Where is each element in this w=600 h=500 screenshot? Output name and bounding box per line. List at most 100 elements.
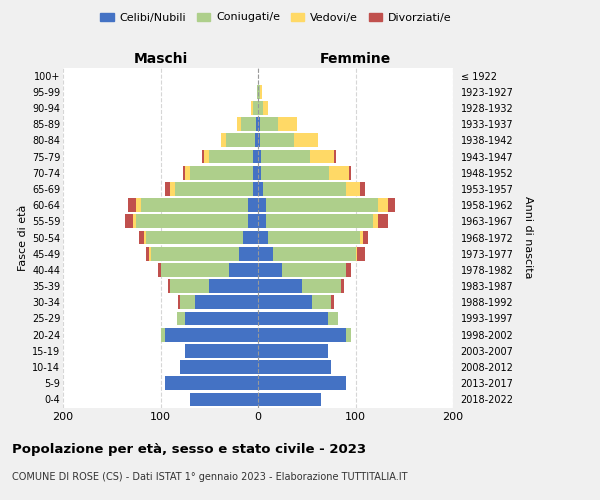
- Bar: [209, 150, 253, 164]
- Bar: [166, 182, 170, 196]
- Bar: [263, 101, 268, 115]
- Bar: [258, 263, 283, 277]
- Bar: [161, 328, 166, 342]
- Bar: [258, 230, 268, 244]
- Bar: [244, 230, 258, 244]
- Bar: [149, 247, 151, 260]
- Bar: [388, 198, 395, 212]
- Bar: [190, 166, 253, 179]
- Bar: [268, 230, 361, 244]
- Bar: [175, 182, 253, 196]
- Bar: [190, 392, 258, 406]
- Bar: [355, 247, 358, 260]
- Bar: [125, 214, 133, 228]
- Bar: [258, 166, 261, 179]
- Bar: [258, 182, 263, 196]
- Bar: [194, 296, 258, 309]
- Bar: [185, 312, 258, 326]
- Bar: [253, 182, 258, 196]
- Bar: [361, 230, 364, 244]
- Bar: [180, 360, 258, 374]
- Bar: [334, 150, 336, 164]
- Bar: [373, 214, 378, 228]
- Bar: [166, 376, 258, 390]
- Bar: [258, 101, 263, 115]
- Bar: [258, 247, 272, 260]
- Text: Femmine: Femmine: [320, 52, 391, 66]
- Bar: [358, 247, 365, 260]
- Bar: [158, 263, 161, 277]
- Bar: [258, 296, 311, 309]
- Bar: [260, 118, 277, 131]
- Bar: [361, 182, 365, 196]
- Bar: [378, 198, 388, 212]
- Bar: [266, 214, 373, 228]
- Bar: [185, 344, 258, 358]
- Bar: [161, 263, 229, 277]
- Bar: [257, 85, 258, 98]
- Text: Maschi: Maschi: [133, 52, 188, 66]
- Y-axis label: Anni di nascita: Anni di nascita: [523, 196, 533, 279]
- Bar: [294, 134, 319, 147]
- Bar: [364, 230, 368, 244]
- Bar: [261, 150, 310, 164]
- Bar: [136, 214, 248, 228]
- Bar: [221, 134, 226, 147]
- Bar: [248, 214, 258, 228]
- Bar: [283, 263, 346, 277]
- Bar: [248, 198, 258, 212]
- Bar: [258, 279, 302, 293]
- Bar: [341, 279, 344, 293]
- Bar: [253, 150, 258, 164]
- Bar: [170, 182, 175, 196]
- Bar: [311, 296, 331, 309]
- Bar: [202, 150, 205, 164]
- Bar: [178, 296, 180, 309]
- Bar: [263, 182, 346, 196]
- Bar: [139, 230, 144, 244]
- Bar: [310, 150, 334, 164]
- Bar: [177, 312, 185, 326]
- Bar: [256, 118, 258, 131]
- Bar: [272, 247, 355, 260]
- Bar: [166, 328, 258, 342]
- Bar: [261, 166, 329, 179]
- Bar: [258, 392, 322, 406]
- Bar: [302, 279, 341, 293]
- Bar: [255, 134, 258, 147]
- Bar: [253, 101, 258, 115]
- Bar: [329, 166, 349, 179]
- Bar: [258, 344, 328, 358]
- Bar: [258, 214, 266, 228]
- Bar: [183, 166, 185, 179]
- Bar: [258, 198, 266, 212]
- Bar: [133, 214, 136, 228]
- Bar: [258, 134, 260, 147]
- Bar: [258, 150, 261, 164]
- Bar: [146, 230, 244, 244]
- Bar: [239, 247, 258, 260]
- Bar: [331, 296, 334, 309]
- Bar: [258, 118, 260, 131]
- Bar: [328, 312, 338, 326]
- Bar: [180, 296, 194, 309]
- Text: COMUNE DI ROSE (CS) - Dati ISTAT 1° gennaio 2023 - Elaborazione TUTTITALIA.IT: COMUNE DI ROSE (CS) - Dati ISTAT 1° genn…: [12, 472, 407, 482]
- Bar: [378, 214, 388, 228]
- Bar: [251, 101, 253, 115]
- Bar: [209, 279, 258, 293]
- Bar: [141, 198, 248, 212]
- Bar: [349, 166, 350, 179]
- Bar: [151, 247, 239, 260]
- Bar: [205, 150, 209, 164]
- Bar: [258, 312, 328, 326]
- Bar: [168, 279, 170, 293]
- Y-axis label: Fasce di età: Fasce di età: [17, 204, 28, 270]
- Bar: [258, 376, 346, 390]
- Bar: [226, 134, 255, 147]
- Bar: [260, 85, 262, 98]
- Bar: [185, 166, 190, 179]
- Bar: [346, 328, 350, 342]
- Legend: Celibi/Nubili, Coniugati/e, Vedovi/e, Divorziati/e: Celibi/Nubili, Coniugati/e, Vedovi/e, Di…: [96, 8, 456, 27]
- Bar: [144, 230, 146, 244]
- Bar: [346, 182, 361, 196]
